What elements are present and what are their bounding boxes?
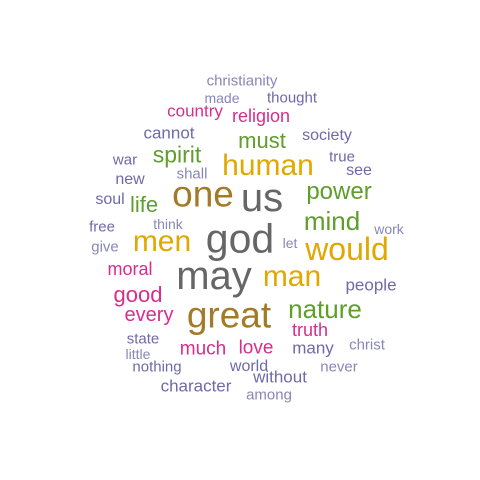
word-soul: soul xyxy=(95,191,125,208)
word-christ: christ xyxy=(349,336,385,354)
word-among: among xyxy=(246,386,292,404)
word-new: new xyxy=(115,171,145,188)
word-moral: moral xyxy=(107,259,153,279)
word-true: true xyxy=(329,148,355,166)
word-world: world xyxy=(229,358,269,375)
word-country: country xyxy=(167,101,223,121)
word-shall: shall xyxy=(176,165,208,183)
word-god: god xyxy=(205,215,275,262)
word-love: love xyxy=(238,337,274,359)
word-truth: truth xyxy=(291,320,329,340)
word-without: without xyxy=(253,367,307,387)
word-work: work xyxy=(374,221,404,237)
word-life: life xyxy=(129,192,159,217)
word-good: good xyxy=(113,282,163,307)
word-religion: religion xyxy=(231,106,291,126)
word-great: great xyxy=(186,294,272,336)
word-us: us xyxy=(240,176,284,220)
word-one: one xyxy=(172,173,234,215)
word-may: may xyxy=(176,254,252,298)
word-society: society xyxy=(302,127,352,144)
word-never: never xyxy=(320,358,358,376)
word-nothing: nothing xyxy=(132,358,182,376)
word-would: would xyxy=(305,231,389,267)
word-think: think xyxy=(153,216,183,232)
word-state: state xyxy=(126,330,160,348)
word-little: little xyxy=(125,346,151,362)
word-men: men xyxy=(132,225,192,258)
word-war: war xyxy=(112,151,138,169)
word-free: free xyxy=(89,218,115,236)
word-many: many xyxy=(292,338,334,358)
word-let: let xyxy=(282,235,298,251)
word-must: must xyxy=(238,128,286,153)
word-thought: thought xyxy=(266,89,318,107)
word-christianity: christianity xyxy=(206,72,278,90)
word-character: character xyxy=(160,376,232,396)
word-mind: mind xyxy=(303,206,361,236)
word-see: see xyxy=(346,162,372,179)
word-every: every xyxy=(124,304,174,326)
word-made: made xyxy=(204,90,240,106)
word-human: human xyxy=(222,149,314,182)
word-people: people xyxy=(345,275,397,295)
word-much: much xyxy=(179,338,227,360)
word-cannot: cannot xyxy=(143,123,195,143)
word-give: give xyxy=(91,238,119,256)
word-power: power xyxy=(306,178,372,205)
word-nature: nature xyxy=(288,294,362,324)
word-spirit: spirit xyxy=(152,141,202,168)
word-man: man xyxy=(262,260,322,293)
